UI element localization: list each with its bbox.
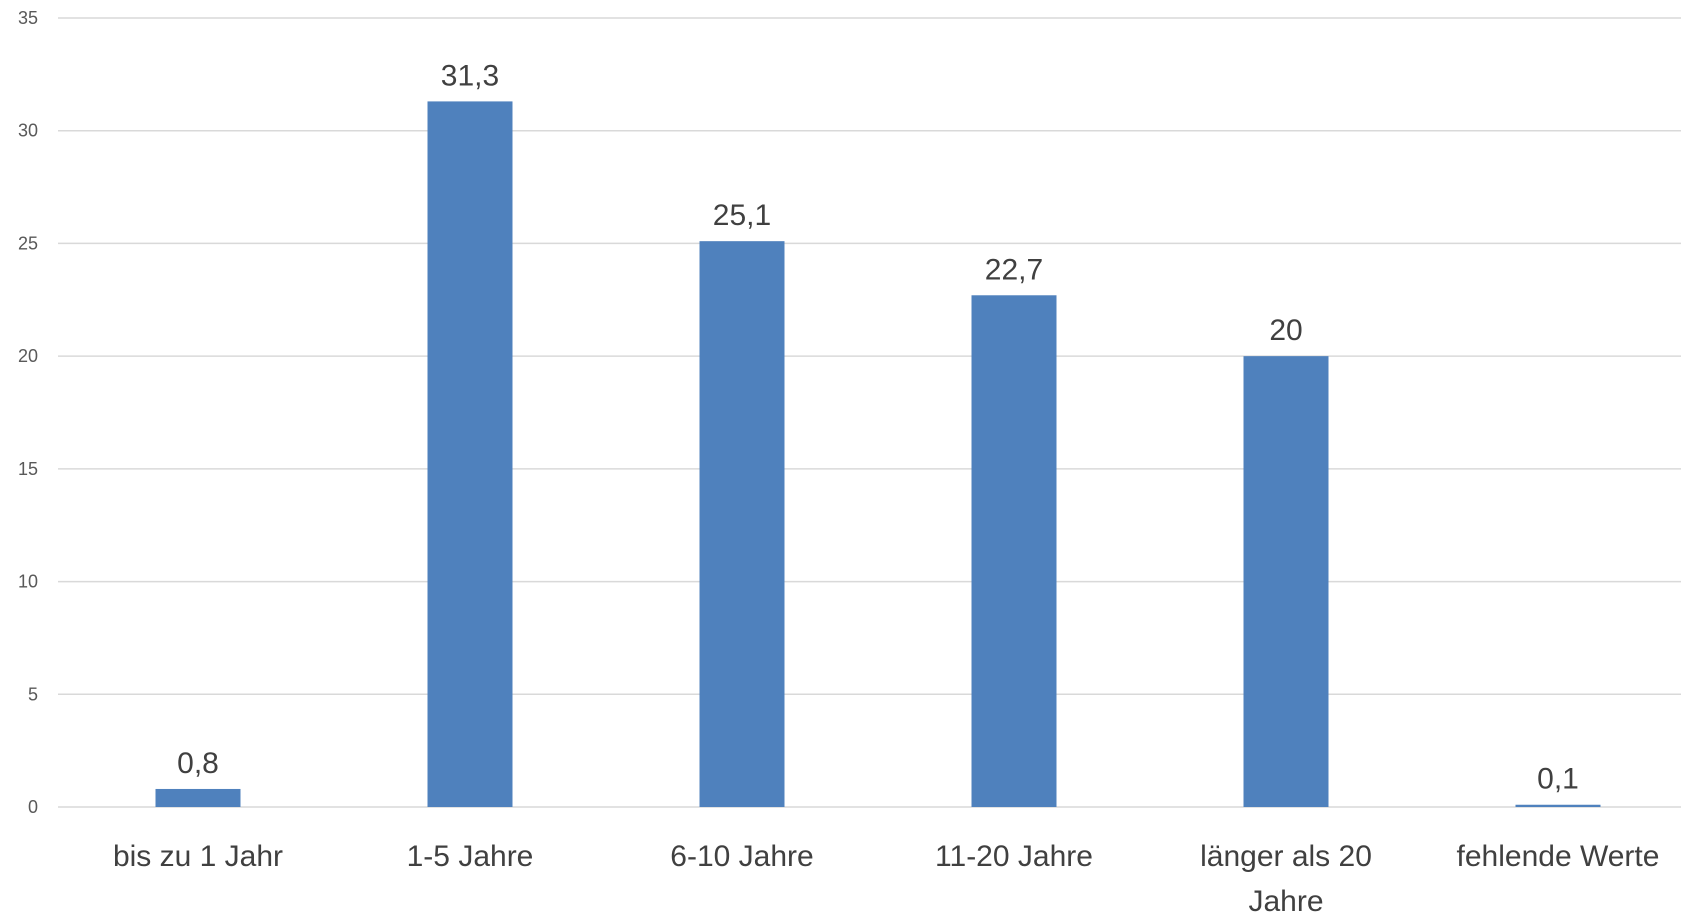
bar: [699, 241, 785, 807]
x-tick-label: länger als 20: [1200, 840, 1372, 873]
y-tick-label: 0: [28, 797, 38, 817]
bar: [1243, 356, 1329, 807]
data-label: 31,3: [441, 59, 499, 92]
y-tick-label: 20: [18, 346, 38, 366]
y-tick-label: 5: [28, 684, 38, 704]
data-label: 0,1: [1537, 763, 1579, 796]
gridlines: [58, 17, 1681, 808]
data-label: 22,7: [985, 253, 1043, 286]
y-tick-label: 30: [18, 121, 38, 141]
bar: [427, 101, 513, 807]
x-tick-label: 6-10 Jahre: [670, 840, 813, 873]
x-axis-ticks: bis zu 1 Jahr 1-5 Jahre 6-10 Jahre 11-20 Ja…: [113, 840, 1660, 918]
data-label: 0,8: [177, 747, 219, 780]
data-labels: 0,8 31,3 25,1 22,7 20 0,1: [177, 59, 1579, 795]
y-tick-label: 25: [18, 233, 38, 253]
y-tick-label: 35: [18, 8, 38, 28]
bar: [971, 295, 1057, 807]
bars: [155, 101, 1601, 807]
y-tick-label: 15: [18, 459, 38, 479]
x-tick-label: fehlende Werte: [1457, 840, 1660, 873]
data-label: 20: [1269, 314, 1302, 347]
x-tick-label: Jahre: [1248, 885, 1323, 916]
data-label: 25,1: [713, 199, 771, 232]
x-tick-label: 1-5 Jahre: [407, 840, 534, 873]
y-axis-ticks: 0 5 10 15 20 25 30 35: [18, 8, 38, 817]
x-tick-label: 11-20 Jahre: [935, 840, 1093, 873]
x-tick-label: bis zu 1 Jahr: [113, 840, 283, 873]
bar: [155, 788, 241, 807]
bar: [1515, 804, 1601, 807]
y-tick-label: 10: [18, 572, 38, 592]
